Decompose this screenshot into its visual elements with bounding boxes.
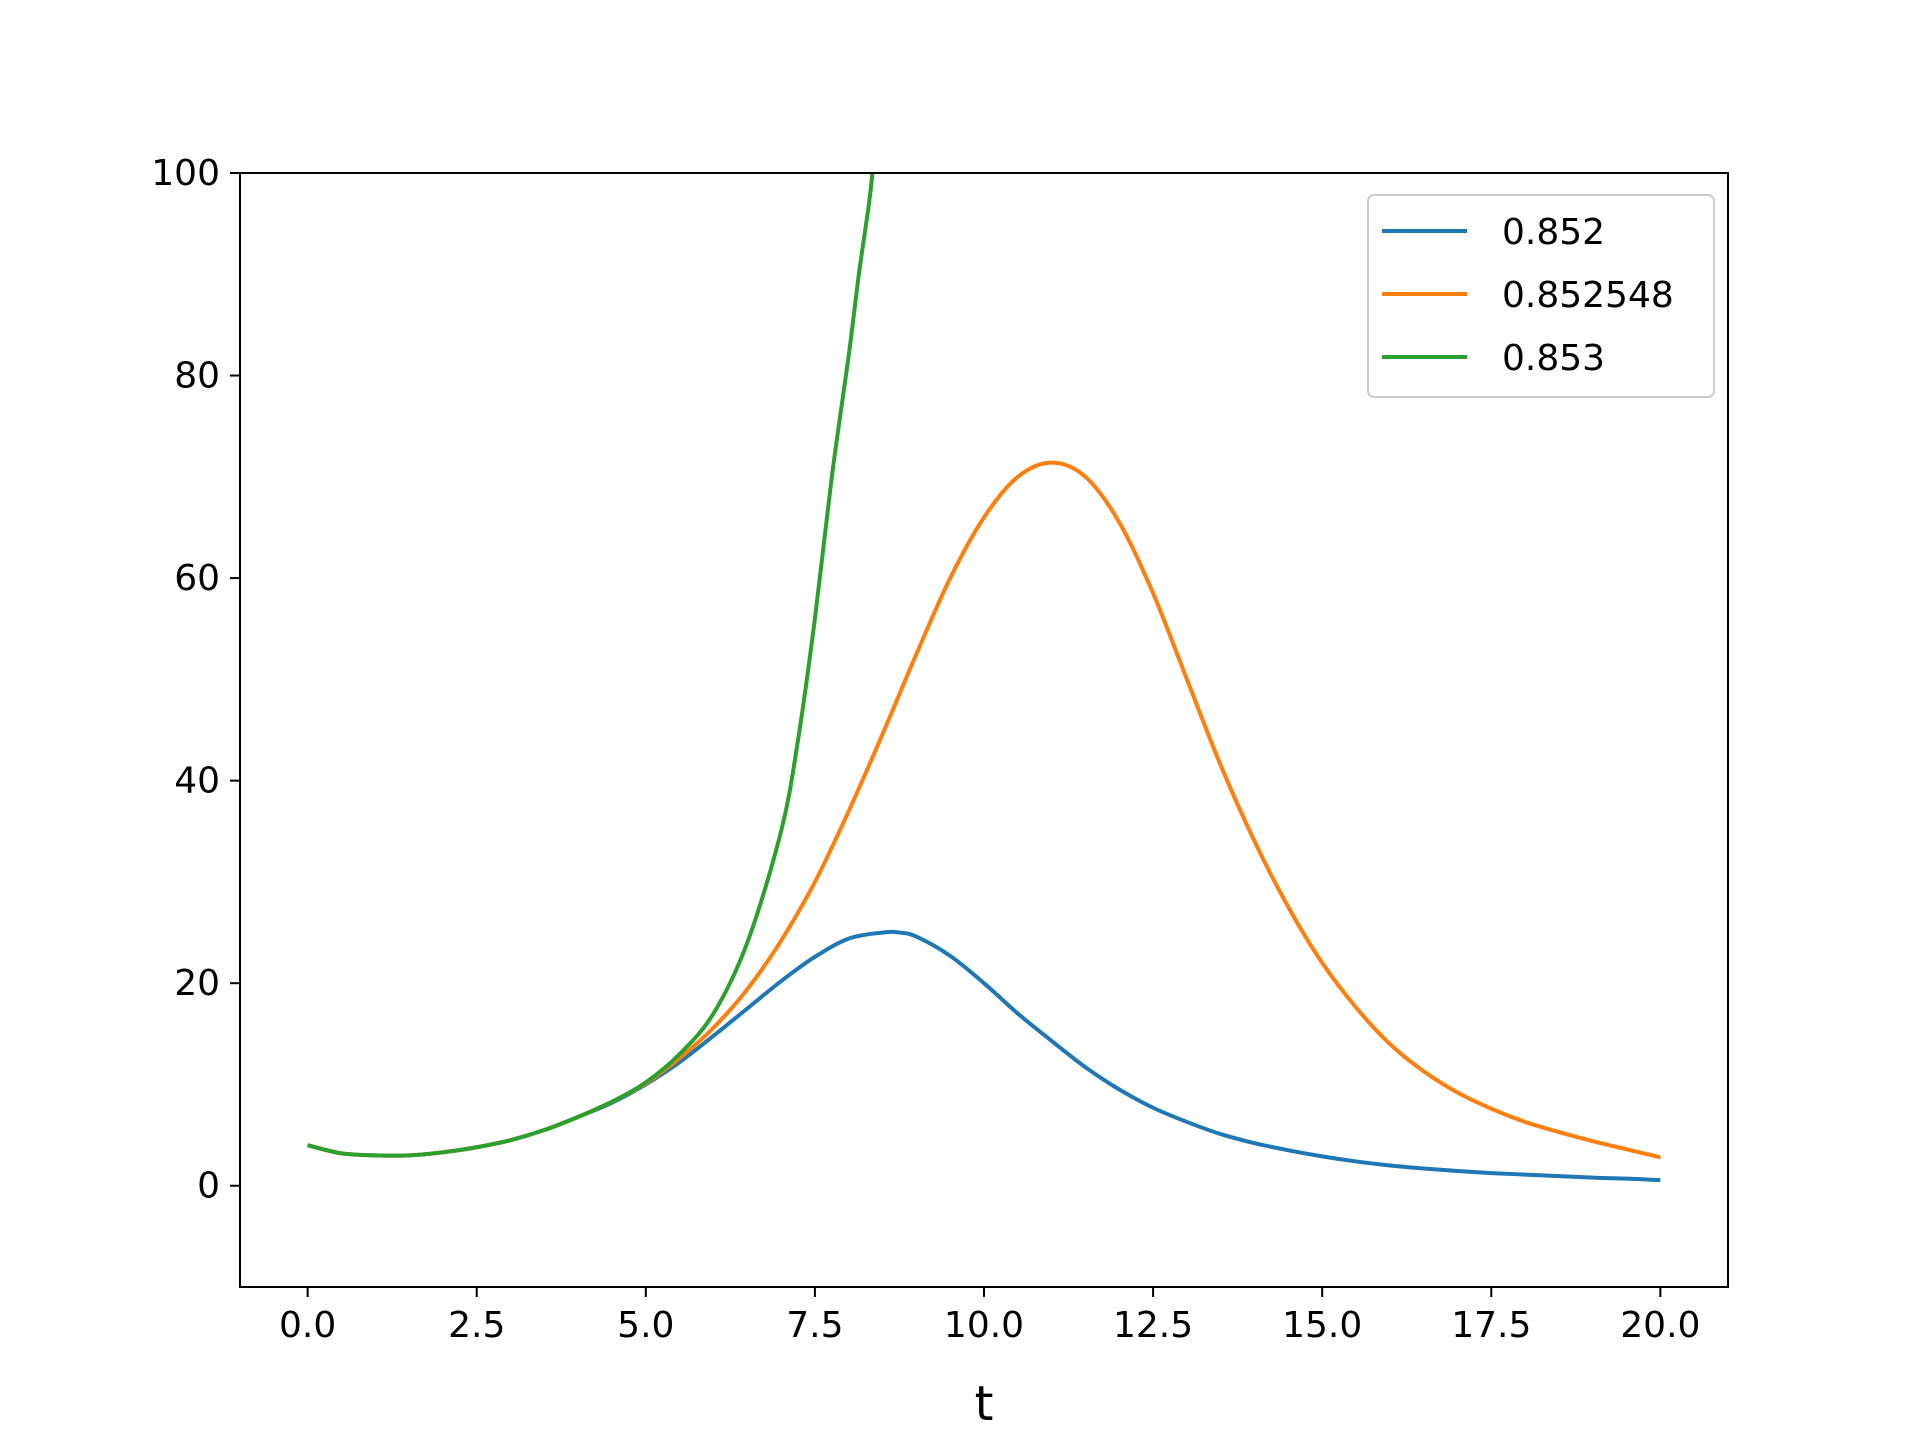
x-tick-label: 17.5	[1451, 1305, 1531, 1346]
x-tick-label: 0.0	[279, 1305, 336, 1346]
y-tick-label: 100	[151, 153, 220, 194]
y-tick-label: 40	[174, 761, 220, 802]
x-axis: 0.0 2.5 5.0 7.5 10.0 12.5 15.0 17.5 20.0	[279, 1287, 1700, 1346]
series-line-2	[307, 173, 875, 1158]
x-tick-label: 10.0	[944, 1305, 1024, 1346]
y-tick-label: 20	[174, 963, 220, 1004]
x-tick-label: 15.0	[1282, 1305, 1362, 1346]
legend-label: 0.852548	[1502, 275, 1674, 316]
y-tick-label: 0	[197, 1166, 220, 1207]
x-tick-label: 2.5	[448, 1305, 505, 1346]
x-tick-label: 5.0	[617, 1305, 674, 1346]
legend-label: 0.852	[1502, 212, 1605, 253]
x-tick-label: 12.5	[1113, 1305, 1193, 1346]
y-tick-label: 60	[174, 558, 220, 599]
x-axis-label: t	[975, 1376, 994, 1432]
series-layer	[307, 173, 1661, 1183]
x-tick-label: 20.0	[1620, 1305, 1700, 1346]
x-tick-label: 7.5	[786, 1305, 843, 1346]
legend: 0.852 0.852548 0.853	[1367, 194, 1715, 398]
y-tick-label: 80	[174, 356, 220, 397]
legend-box	[1367, 194, 1715, 398]
legend-label: 0.853	[1502, 338, 1605, 379]
y-axis: 0 20 40 60 80 100	[151, 153, 240, 1207]
